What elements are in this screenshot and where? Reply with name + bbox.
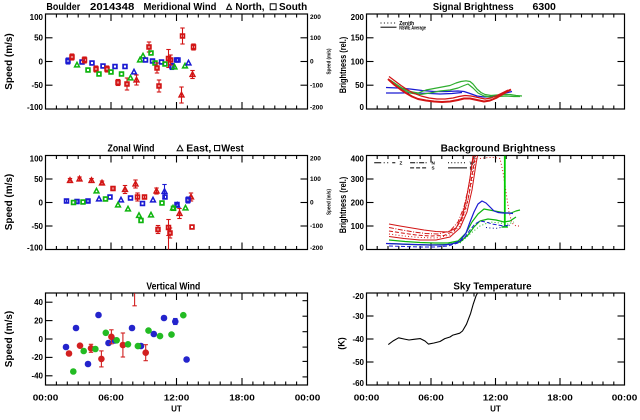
svg-text:0: 0 [360, 243, 365, 252]
svg-text:Zonal Wind: Zonal Wind [108, 143, 155, 154]
svg-text:200: 200 [351, 13, 365, 22]
svg-text:-30: -30 [352, 312, 364, 321]
svg-text:0: 0 [310, 59, 314, 66]
svg-text:100: 100 [351, 222, 365, 231]
svg-text:0: 0 [39, 335, 44, 344]
svg-text:100: 100 [310, 35, 321, 42]
svg-text:300: 300 [351, 175, 365, 184]
svg-text:18:00: 18:00 [547, 394, 573, 403]
svg-text:UT: UT [171, 405, 182, 414]
svg-text:50: 50 [355, 81, 364, 90]
svg-text:Speed (m/s): Speed (m/s) [327, 189, 333, 215]
svg-text:00:00: 00:00 [612, 394, 638, 403]
svg-text:-100: -100 [27, 243, 44, 252]
svg-text:2014348: 2014348 [90, 2, 135, 13]
svg-text:Speed (m/s): Speed (m/s) [4, 33, 15, 90]
svg-text:South: South [279, 2, 307, 13]
svg-text:-60: -60 [352, 379, 364, 388]
svg-text:6300: 6300 [533, 2, 557, 13]
svg-text:Z: Z [400, 161, 403, 166]
svg-text:-50: -50 [352, 358, 364, 367]
svg-text:-50: -50 [31, 81, 43, 90]
svg-text:20: 20 [34, 316, 43, 325]
svg-text:50: 50 [34, 34, 43, 43]
svg-text:00:00: 00:00 [354, 394, 380, 403]
svg-text:S: S [432, 166, 435, 171]
svg-text:-200: -200 [310, 105, 323, 112]
svg-text:50: 50 [34, 175, 43, 184]
svg-text:100: 100 [310, 176, 321, 183]
svg-text:-50: -50 [31, 222, 43, 231]
svg-text:Meridional Wind: Meridional Wind [144, 2, 217, 13]
svg-text:-100: -100 [310, 83, 323, 90]
svg-text:North,: North, [235, 2, 264, 13]
svg-text:200: 200 [310, 14, 321, 21]
svg-text:00:00: 00:00 [33, 394, 59, 403]
svg-text:-100: -100 [27, 103, 44, 112]
svg-text:Signal Brightness: Signal Brightness [433, 2, 514, 13]
svg-text:100: 100 [30, 154, 44, 163]
svg-text:Background Brightness: Background Brightness [441, 143, 556, 154]
svg-text:Boulder: Boulder [46, 2, 80, 13]
svg-text:Brightness (rel.): Brightness (rel.) [338, 177, 348, 233]
svg-text:200: 200 [351, 198, 365, 207]
svg-text:UT: UT [490, 405, 501, 414]
svg-text:-40: -40 [31, 372, 43, 381]
svg-text:N: N [432, 161, 436, 166]
svg-text:40: 40 [34, 298, 43, 307]
svg-text:-20: -20 [31, 353, 43, 362]
svg-text:Zenith: Zenith [399, 21, 414, 27]
svg-text:(K): (K) [337, 337, 347, 350]
svg-text:18:00: 18:00 [229, 394, 255, 403]
svg-text:0: 0 [39, 198, 44, 207]
svg-text:Vertical Wind: Vertical Wind [146, 282, 200, 293]
svg-text:East,: East, [186, 143, 211, 154]
svg-text:NSWE Average: NSWE Average [399, 26, 426, 32]
svg-text:06:00: 06:00 [98, 394, 124, 403]
svg-text:400: 400 [351, 154, 365, 163]
svg-text:0: 0 [39, 57, 44, 66]
svg-text:Speed (m/s): Speed (m/s) [327, 48, 333, 74]
svg-text:100: 100 [30, 13, 44, 22]
svg-text:200: 200 [310, 155, 321, 162]
svg-text:-20: -20 [352, 292, 364, 301]
svg-text:West: West [221, 143, 244, 154]
svg-text:100: 100 [351, 57, 365, 66]
svg-text:00:00: 00:00 [295, 394, 321, 403]
svg-text:0: 0 [360, 103, 365, 112]
svg-text:Brightness (rel.): Brightness (rel.) [338, 37, 348, 93]
svg-text:Speed (m/s): Speed (m/s) [4, 311, 15, 368]
svg-text:Sky Temperature: Sky Temperature [453, 282, 532, 293]
svg-text:0: 0 [310, 200, 314, 207]
svg-text:150: 150 [351, 34, 365, 43]
svg-text:Speed (m/s): Speed (m/s) [4, 174, 15, 231]
svg-text:06:00: 06:00 [418, 394, 444, 403]
svg-text:12:00: 12:00 [164, 394, 190, 403]
svg-text:-100: -100 [310, 223, 323, 230]
svg-text:-200: -200 [310, 245, 323, 252]
svg-text:-40: -40 [352, 335, 364, 344]
svg-text:12:00: 12:00 [483, 394, 509, 403]
